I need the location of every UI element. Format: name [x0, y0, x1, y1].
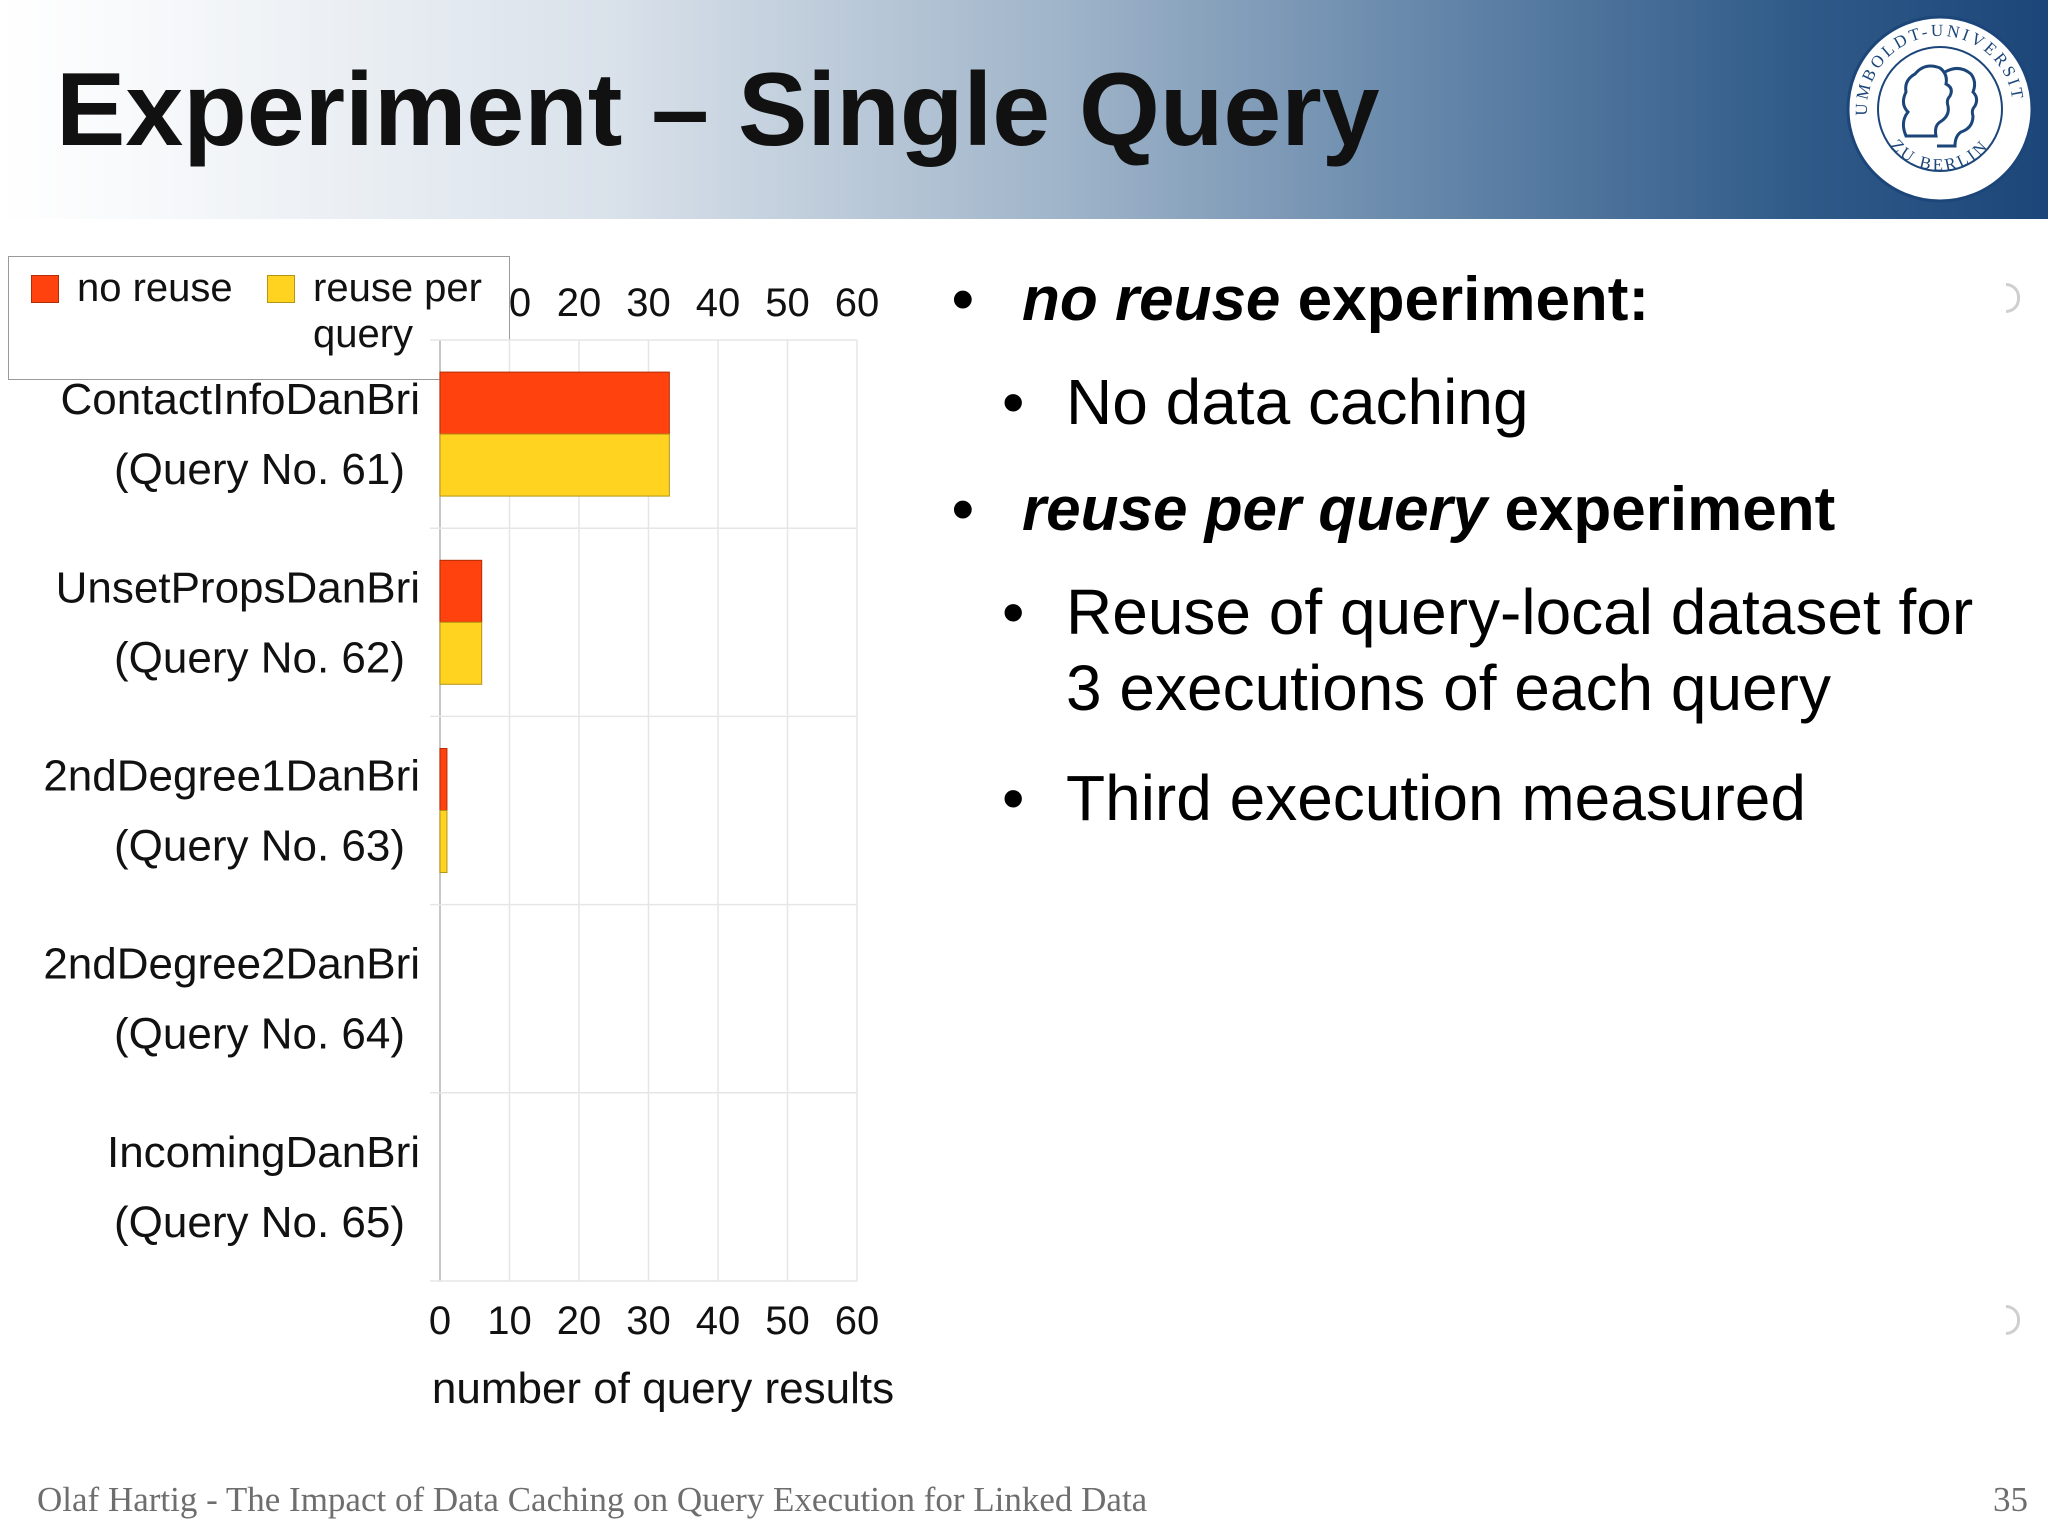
legend-swatch-reuse-per-query — [267, 275, 295, 303]
legend-label-no-reuse: no reuse — [77, 266, 233, 310]
university-seal-logo: HUMBOLDT-UNIVERSITÄT ZU BERLIN — [1845, 14, 2034, 203]
edge-mark-top — [2006, 283, 2020, 313]
category-sublabel: (Query No. 65) — [114, 1198, 405, 1247]
x-tick-label: 0 — [429, 1299, 451, 1343]
bullet-icon: • — [1002, 576, 1025, 648]
bullet-emphasis: no reuse — [1022, 265, 1281, 334]
x-tick-label-top: 50 — [765, 281, 810, 325]
category-label: 2ndDegree1DanBri — [43, 752, 420, 801]
bar-reuse-per-query-1 — [439, 433, 670, 497]
category-label: UnsetPropsDanBri — [56, 563, 420, 612]
bullet-text-part: experiment — [1487, 475, 1836, 544]
chart-legend: no reuse reuse per query — [8, 256, 510, 380]
page-number: 35 — [1993, 1480, 2028, 1519]
slide-footer: Olaf Hartig - The Impact of Data Caching… — [37, 1480, 1148, 1519]
x-tick-label: 50 — [765, 1299, 810, 1343]
title-bar: Experiment – Single Query HUMBOLDT-UNIVE… — [0, 0, 2048, 219]
legend-label-reuse-per-query: reuse per query — [313, 266, 482, 356]
category-label: 2ndDegree2DanBri — [43, 940, 420, 989]
x-tick-label: 10 — [487, 1299, 532, 1343]
x-tick-label: 20 — [557, 1299, 602, 1343]
x-axis-title: number of query results — [432, 1364, 894, 1413]
x-tick-label-top: 30 — [626, 281, 671, 325]
bullet-emphasis: reuse per query — [1022, 475, 1488, 544]
bullet-icon: • — [952, 265, 974, 334]
category-label: ContactInfoDanBri — [60, 375, 420, 424]
edge-mark-bottom — [2006, 1305, 2020, 1335]
bullet-text: no reuse experiment: — [1022, 262, 1649, 338]
bar-reuse-per-query-3 — [439, 810, 448, 873]
x-tick-label: 60 — [835, 1299, 880, 1343]
x-tick-label-top: 40 — [696, 281, 741, 325]
bullet-text: No data caching — [1066, 366, 1529, 438]
category-label: IncomingDanBri — [107, 1128, 420, 1177]
bar-no-reuse-1 — [439, 371, 670, 435]
legend-swatch-no-reuse — [31, 275, 59, 303]
x-tick-label-top: 0 — [509, 281, 531, 325]
bullet-text: Reuse of query-local dataset for 3 execu… — [1066, 576, 1974, 724]
bullet-text: Third execution measured — [1066, 762, 1806, 834]
bar-no-reuse-3 — [439, 748, 448, 811]
bullet-icon: • — [952, 475, 974, 544]
bar-reuse-per-query-2 — [439, 621, 483, 685]
bullet-text: reuse per query experiment — [1022, 472, 1835, 548]
category-sublabel: (Query No. 62) — [114, 633, 405, 682]
category-sublabel: (Query No. 61) — [114, 445, 405, 494]
category-sublabel: (Query No. 64) — [114, 1010, 405, 1059]
bar-chart: ContactInfoDanBri (Query No. 61) UnsetProp… — [43, 281, 894, 1413]
category-sublabel: (Query No. 63) — [114, 822, 405, 871]
bullet-text-part: experiment: — [1280, 265, 1650, 334]
x-tick-label-top: 20 — [557, 281, 602, 325]
bullet-icon: • — [1002, 762, 1025, 834]
slide-title: Experiment – Single Query — [56, 52, 1380, 168]
x-tick-label: 30 — [626, 1299, 671, 1343]
x-tick-label-top: 60 — [835, 281, 880, 325]
bar-no-reuse-2 — [439, 559, 483, 623]
bullet-icon: • — [1002, 366, 1025, 438]
x-tick-label: 40 — [696, 1299, 741, 1343]
